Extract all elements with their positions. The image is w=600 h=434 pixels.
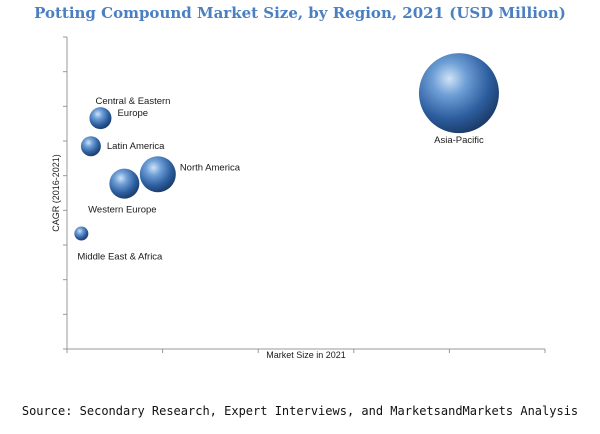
bubbles [74,53,499,241]
bubble-label-asia-pacific: Asia-Pacific [434,135,484,146]
source-note: Source: Secondary Research, Expert Inter… [21,404,579,418]
y-axis-label: CAGR (2016-2021) [51,154,61,232]
bubble-label-latin-america: Latin America [107,141,165,152]
bubble-labels: Asia-Pacific Central & Eastern Europe Latin… [77,96,484,262]
bubble-label-north-america: North America [180,162,241,173]
axes [63,36,546,353]
chart-title: Potting Compound Market Size, by Region,… [34,4,566,22]
bubble-western-europe [109,168,140,199]
bubble-label-middle-east-africa: Middle East & Africa [77,252,163,263]
bubble-middle-east-africa [74,226,89,241]
bubble-north-america [139,156,176,193]
bubble-central-eastern-europe [89,107,112,130]
bubble-latin-america [80,136,101,157]
x-axis-label: Market Size in 2021 [266,350,346,360]
bubble-asia-pacific [418,53,499,134]
chart: Potting Compound Market Size, by Region,… [34,4,566,360]
bubble-label-western-europe: Western Europe [88,205,156,216]
bubble-label-central-eastern-europe: Central & Eastern Europe [95,96,170,119]
